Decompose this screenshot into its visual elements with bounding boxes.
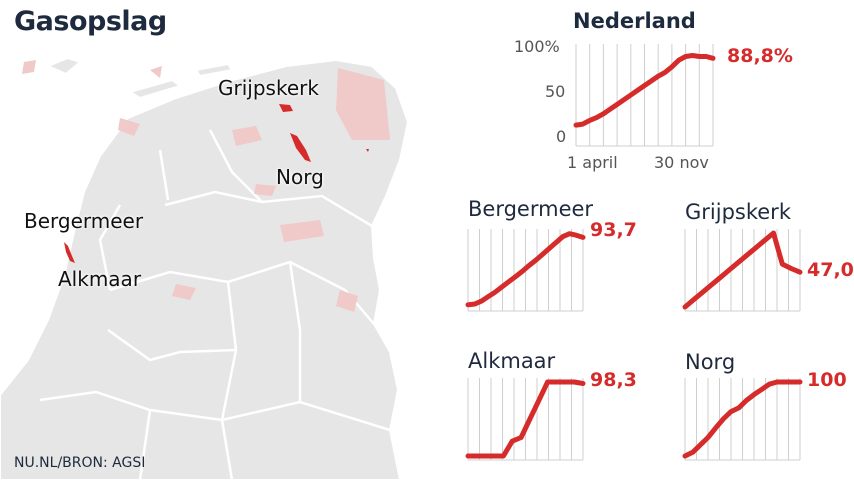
- chart-title-alkmaar: Alkmaar: [468, 349, 556, 373]
- gas-field-shapes: [22, 60, 390, 312]
- map-label-grijpskerk: Grijpskerk: [218, 76, 319, 100]
- province-borders: [39, 129, 391, 480]
- chart-title-nederland: Nederland: [573, 9, 696, 33]
- chart-title-norg: Norg: [685, 350, 736, 374]
- series-line: [682, 230, 803, 310]
- series-line: [573, 53, 716, 128]
- chart-norg: [682, 378, 803, 461]
- last-value-bergermeer: 93,7: [590, 219, 637, 241]
- series-line: [465, 379, 586, 459]
- netherlands-map: [0, 56, 410, 480]
- chart-bergermeer: [465, 229, 586, 312]
- last-value-norg: 100: [807, 369, 847, 391]
- map-label-norg: Norg: [276, 165, 324, 189]
- last-value-nederland: 88,8%: [727, 45, 793, 67]
- chart-alkmaar: [465, 378, 586, 461]
- chart-title-grijpskerk: Grijpskerk: [685, 200, 791, 224]
- map-label-alkmaar: Alkmaar: [58, 267, 142, 291]
- map-label-bergermeer: Bergermeer: [24, 209, 144, 233]
- series-line: [682, 379, 803, 459]
- y-tick-100: 100%: [514, 37, 560, 56]
- storage-field-markers: [64, 104, 369, 263]
- x-tick-start: 1 april: [567, 153, 618, 172]
- chart-title-bergermeer: Bergermeer: [468, 197, 594, 221]
- chart-nederland: [573, 44, 716, 147]
- y-tick-0: 0: [556, 127, 567, 146]
- chart-grijpskerk: [682, 229, 803, 312]
- series-line: [465, 231, 586, 308]
- source-credit: NU.NL/BRON: AGSI: [14, 455, 146, 471]
- last-value-alkmaar: 98,3: [590, 369, 637, 391]
- page-title: Gasopslag: [14, 6, 167, 37]
- y-tick-50: 50: [545, 82, 566, 101]
- last-value-grijpskerk: 47,0: [807, 259, 854, 281]
- x-tick-end: 30 nov: [654, 153, 709, 172]
